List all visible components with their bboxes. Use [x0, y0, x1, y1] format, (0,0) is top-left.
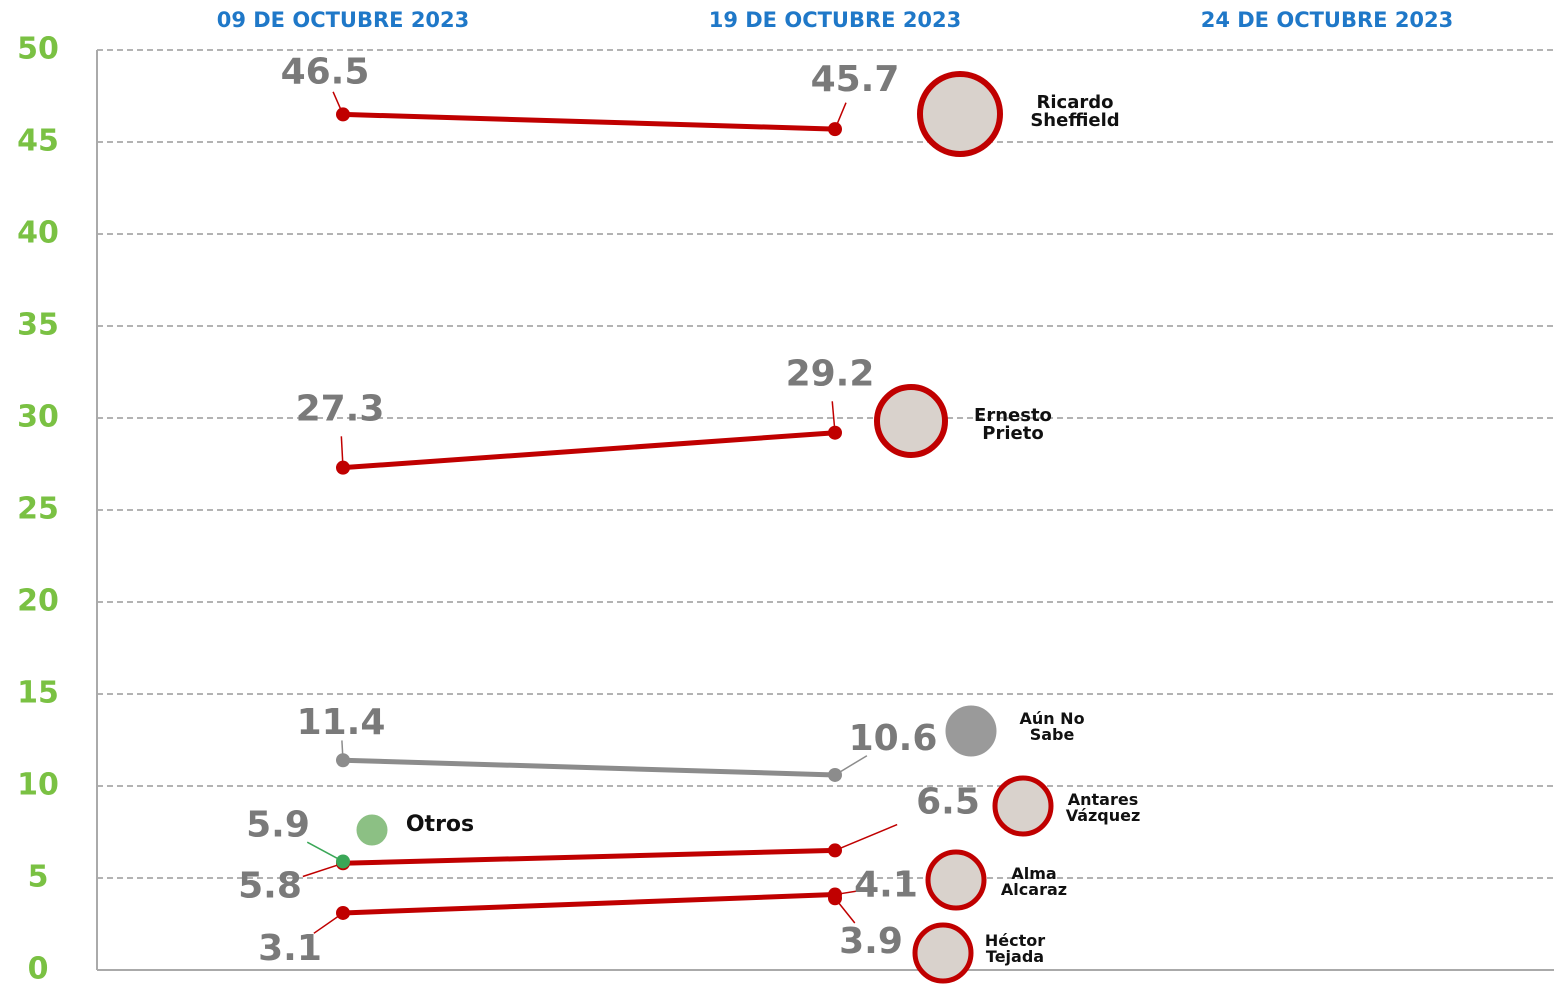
- value-label: 11.4: [297, 702, 386, 743]
- legend-label: Ernesto Prieto: [963, 407, 1063, 443]
- y-tick-label: 15: [17, 676, 59, 711]
- y-tick-label: 10: [17, 768, 59, 803]
- series-line: [343, 433, 835, 468]
- value-label: 29.2: [786, 354, 875, 395]
- y-tick-label: 0: [28, 952, 49, 987]
- leader-line: [303, 863, 343, 876]
- avatar: [877, 387, 945, 455]
- page: 0 5 10 15 20 25 30 35 40 45 50 09 DE OCTUBRE 2023 19…: [0, 0, 1554, 995]
- leader-line: [835, 825, 897, 851]
- legend-label: Héctor Tejada: [972, 933, 1058, 965]
- y-tick-label: 25: [17, 492, 59, 527]
- value-label: 46.5: [281, 51, 370, 92]
- x-tick-label: 24 DE OCTUBRE 2023: [1201, 8, 1454, 32]
- avatar: [920, 74, 1000, 154]
- leader-line: [835, 898, 855, 923]
- leader-line: [307, 842, 343, 861]
- value-label: 5.9: [246, 804, 310, 845]
- legend-label: Antares Vázquez: [1060, 792, 1146, 824]
- y-tick-label: 5: [28, 860, 49, 895]
- legend-label: Ricardo Sheffield: [1025, 94, 1125, 130]
- series-line: [343, 850, 835, 863]
- avatar: [928, 852, 984, 908]
- series-line: [343, 114, 835, 129]
- y-tick-label: 20: [17, 584, 59, 619]
- value-label: 6.5: [916, 781, 980, 822]
- legend-label: Otros: [380, 816, 500, 834]
- value-label: 3.1: [258, 928, 322, 969]
- x-tick-label: 19 DE OCTUBRE 2023: [709, 8, 962, 32]
- y-tick-label: 40: [17, 216, 59, 251]
- y-tick-label: 30: [17, 400, 59, 435]
- y-tick-label: 35: [17, 308, 59, 343]
- legend-label: Alma Alcaraz: [991, 866, 1077, 898]
- value-label: 4.1: [854, 865, 918, 906]
- value-label: 5.8: [238, 865, 302, 906]
- value-label: 27.3: [296, 389, 385, 430]
- series-line: [343, 895, 835, 913]
- chart: 0 5 10 15 20 25 30 35 40 45 50 09 DE OCTUBRE 2023 19…: [0, 0, 1554, 995]
- value-label: 10.6: [849, 718, 938, 759]
- series-line: [343, 760, 835, 775]
- legend-label: Aún No Sabe: [1009, 711, 1095, 743]
- y-tick-label: 50: [17, 32, 59, 67]
- value-label: 3.9: [839, 921, 903, 962]
- x-tick-label: 09 DE OCTUBRE 2023: [217, 8, 470, 32]
- y-tick-label: 45: [17, 124, 59, 159]
- value-label: 45.7: [811, 59, 900, 100]
- avatar: [915, 925, 971, 981]
- avatar: [995, 778, 1051, 834]
- avatar: [943, 703, 999, 759]
